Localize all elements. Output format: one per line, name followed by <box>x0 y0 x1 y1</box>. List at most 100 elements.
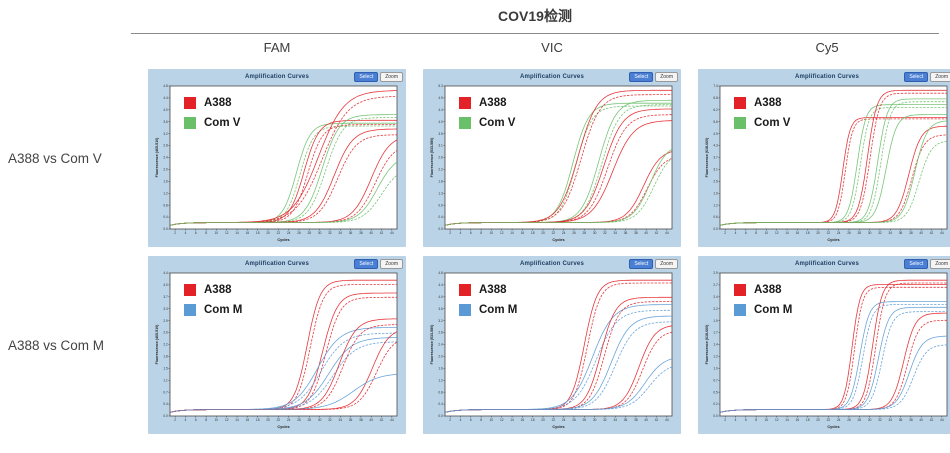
legend-swatch-red <box>184 97 196 109</box>
svg-text:44: 44 <box>665 418 669 422</box>
plot-legend: A388 Com M <box>734 284 792 316</box>
svg-text:4.0: 4.0 <box>163 108 168 112</box>
zoom-button[interactable]: Zoom <box>380 71 403 82</box>
svg-text:4: 4 <box>460 231 462 235</box>
amplification-plot: 0.0 0.4 0.8 1.2 1.6 2.0 2.4 2.8 3.2 3.6 4.0 4.4 4.8 2… <box>430 271 673 429</box>
svg-text:10: 10 <box>490 231 494 235</box>
svg-text:1.7: 1.7 <box>713 331 718 335</box>
svg-text:38: 38 <box>909 231 913 235</box>
plot-area: 0.0 0.4 0.8 1.2 1.6 2.0 2.4 2.8 3.2 3.6 4.0 4.4 4.8 2… <box>154 84 400 242</box>
panel-vic-a388-comm: Amplification Curves Select Zoom 0.0 0.4 0… <box>423 256 681 434</box>
svg-text:32: 32 <box>878 418 882 422</box>
svg-text:32: 32 <box>328 418 332 422</box>
svg-text:44: 44 <box>665 231 669 235</box>
svg-text:6.2: 6.2 <box>713 108 718 112</box>
svg-text:1.2: 1.2 <box>163 191 168 195</box>
svg-text:2.4: 2.4 <box>163 156 168 160</box>
svg-text:2.9: 2.9 <box>713 271 718 275</box>
svg-text:4: 4 <box>185 231 187 235</box>
svg-text:28: 28 <box>858 418 862 422</box>
zoom-button[interactable]: Zoom <box>930 258 950 269</box>
svg-text:18: 18 <box>806 418 810 422</box>
svg-text:42: 42 <box>930 418 934 422</box>
svg-text:26: 26 <box>297 418 301 422</box>
svg-text:40: 40 <box>919 418 923 422</box>
svg-text:40: 40 <box>644 418 648 422</box>
legend-label: A388 <box>754 97 782 109</box>
panel-fam-a388-comv: Amplification Curves Select Zoom 0.0 0.4 0… <box>148 69 406 247</box>
svg-text:16: 16 <box>796 418 800 422</box>
svg-text:1.2: 1.2 <box>438 378 443 382</box>
svg-text:38: 38 <box>359 231 363 235</box>
legend-item: A388 <box>184 97 240 109</box>
panel-fam-a388-comm: Amplification Curves Select Zoom 0.0 0.4 0… <box>148 256 406 434</box>
svg-text:32: 32 <box>328 231 332 235</box>
svg-text:8: 8 <box>755 231 757 235</box>
svg-text:24: 24 <box>837 418 841 422</box>
svg-text:30: 30 <box>868 231 872 235</box>
legend-label: Com V <box>479 117 516 129</box>
svg-text:10: 10 <box>765 231 769 235</box>
svg-text:36: 36 <box>899 231 903 235</box>
svg-text:38: 38 <box>909 418 913 422</box>
zoom-button[interactable]: Zoom <box>380 258 403 269</box>
svg-text:40: 40 <box>369 418 373 422</box>
zoom-button[interactable]: Zoom <box>655 258 678 269</box>
svg-text:24: 24 <box>562 418 566 422</box>
svg-text:20: 20 <box>266 231 270 235</box>
svg-text:14: 14 <box>235 418 239 422</box>
legend-label: Com V <box>754 117 791 129</box>
svg-text:24: 24 <box>562 231 566 235</box>
svg-text:42: 42 <box>655 418 659 422</box>
svg-text:4: 4 <box>735 418 737 422</box>
select-button[interactable]: Select <box>354 71 379 82</box>
select-button[interactable]: Select <box>904 258 929 269</box>
svg-text:30: 30 <box>318 231 322 235</box>
svg-text:1.2: 1.2 <box>713 203 718 207</box>
svg-text:Cycles: Cycles <box>277 425 289 429</box>
amplification-plot: 0.0 0.6 1.2 1.9 2.5 3.1 3.7 4.3 4.9 5.6 6.2 6.8 7.4 2… <box>705 84 948 242</box>
svg-text:4.8: 4.8 <box>163 84 168 88</box>
plot-legend: A388 Com V <box>184 97 240 129</box>
legend-item: Com V <box>459 117 515 129</box>
select-button[interactable]: Select <box>354 258 379 269</box>
svg-text:22: 22 <box>277 418 281 422</box>
svg-text:5.6: 5.6 <box>713 120 718 124</box>
svg-text:44: 44 <box>940 418 944 422</box>
zoom-button[interactable]: Zoom <box>655 71 678 82</box>
svg-text:4: 4 <box>185 418 187 422</box>
svg-text:1.9: 1.9 <box>713 191 718 195</box>
select-button[interactable]: Select <box>629 258 654 269</box>
svg-text:42: 42 <box>930 231 934 235</box>
svg-text:16: 16 <box>521 231 525 235</box>
svg-text:14: 14 <box>510 231 514 235</box>
svg-text:8: 8 <box>480 231 482 235</box>
svg-text:36: 36 <box>624 418 628 422</box>
svg-text:4: 4 <box>735 231 737 235</box>
svg-text:20: 20 <box>816 231 820 235</box>
svg-text:3.1: 3.1 <box>713 168 718 172</box>
svg-text:0.4: 0.4 <box>163 402 168 406</box>
svg-text:14: 14 <box>785 231 789 235</box>
svg-text:4.9: 4.9 <box>438 96 443 100</box>
zoom-button[interactable]: Zoom <box>930 71 950 82</box>
svg-text:44: 44 <box>940 231 944 235</box>
legend-label: A388 <box>204 284 232 296</box>
svg-text:28: 28 <box>583 418 587 422</box>
plot-legend: A388 Com V <box>734 97 790 129</box>
plot-legend: A388 Com M <box>184 284 242 316</box>
svg-text:1.8: 1.8 <box>163 355 168 359</box>
svg-text:40: 40 <box>644 231 648 235</box>
svg-text:0.0: 0.0 <box>163 414 168 418</box>
svg-text:Cycles: Cycles <box>827 425 839 429</box>
select-button[interactable]: Select <box>629 71 654 82</box>
svg-text:22: 22 <box>827 418 831 422</box>
svg-text:8: 8 <box>205 418 207 422</box>
svg-text:0.6: 0.6 <box>713 215 718 219</box>
panel-header: Amplification Curves Select Zoom <box>698 256 950 271</box>
panel-vic-a388-comv: Amplification Curves Select Zoom 0.0 0.4 0… <box>423 69 681 247</box>
svg-text:4.0: 4.0 <box>438 120 443 124</box>
amplification-plot: 0.0 0.4 0.7 1.1 1.5 1.8 2.2 2.6 2.9 3.3 3.7 4.0 4.4 2… <box>155 271 398 429</box>
svg-text:3.2: 3.2 <box>438 319 443 323</box>
select-button[interactable]: Select <box>904 71 929 82</box>
